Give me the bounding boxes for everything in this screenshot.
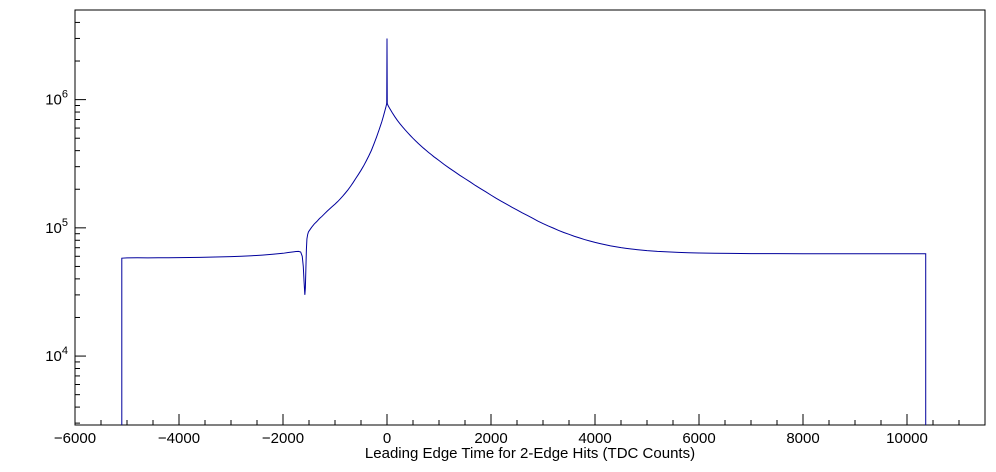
y-axis-tick-labels: 104 105 106	[45, 89, 68, 365]
x-tick-label: 6000	[682, 430, 715, 447]
y-minor-ticks	[75, 9, 80, 424]
x-tick-label: 8000	[786, 430, 819, 447]
x-tick-label: −4000	[158, 430, 200, 447]
plot-frame	[74, 9, 986, 426]
y-major-ticks	[75, 99, 86, 357]
x-axis-tick-labels: −6000 −4000 −2000 0 2000 4000 6000 8000 10000	[54, 430, 928, 447]
x-minor-ticks	[100, 420, 986, 425]
x-tick-label: −6000	[54, 430, 96, 447]
histogram-line	[121, 38, 927, 425]
x-axis-title: Leading Edge Time for 2-Edge Hits (TDC C…	[365, 445, 695, 462]
x-tick-label: −2000	[262, 430, 304, 447]
x-tick-label: 0	[383, 430, 391, 447]
x-tick-label: 2000	[474, 430, 507, 447]
x-tick-label: 4000	[578, 430, 611, 447]
y-tick-label: 106	[45, 89, 68, 109]
y-tick-label: 105	[45, 217, 68, 237]
x-major-ticks	[74, 414, 908, 425]
y-tick-label: 104	[45, 345, 68, 365]
x-tick-label: 10000	[886, 430, 928, 447]
